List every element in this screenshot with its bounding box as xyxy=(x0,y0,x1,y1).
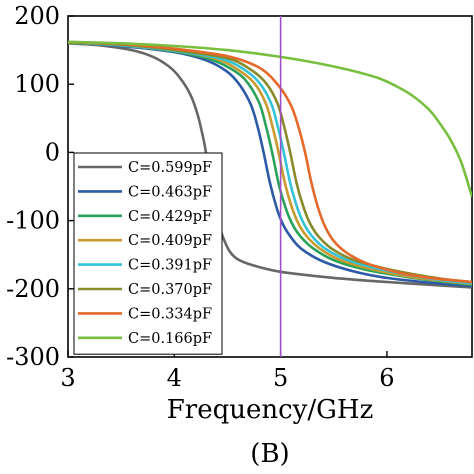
legend-label: C=0.599pF xyxy=(128,160,212,176)
legend-label: C=0.429pF xyxy=(128,209,212,225)
y-tick-label: -300 xyxy=(6,343,60,371)
x-tick-label: 6 xyxy=(379,364,394,392)
series-line-8 xyxy=(68,40,472,198)
legend-label: C=0.370pF xyxy=(128,282,212,298)
series-line-7 xyxy=(68,40,472,284)
series-line-5 xyxy=(68,41,472,285)
panel-label: (B) xyxy=(250,439,289,469)
legend-label: C=0.409pF xyxy=(128,233,212,249)
x-tick-label: 4 xyxy=(167,364,182,392)
plot-area-frame xyxy=(67,15,473,358)
series-line-3 xyxy=(68,41,472,286)
legend-label: C=0.391pF xyxy=(128,258,212,274)
legend-label: C=0.166pF xyxy=(128,331,212,347)
series-lines xyxy=(68,40,472,289)
y-tick-label: 200 xyxy=(14,2,60,30)
legend: C=0.599pF C=0.463pF C=0.429pF C=0.409pF C=0.… xyxy=(73,152,223,355)
legend-label: C=0.334pF xyxy=(128,306,212,322)
y-tick-label: 100 xyxy=(14,70,60,98)
y-tick-label: -200 xyxy=(6,275,60,303)
series-line-2 xyxy=(68,41,472,288)
legend-box xyxy=(73,152,223,355)
x-axis-label: Frequency/GHz xyxy=(167,395,374,425)
x-tick-label: 5 xyxy=(273,364,288,392)
y-tick-label: -100 xyxy=(6,207,60,235)
x-tick-label: 3 xyxy=(60,364,75,392)
legend-label: C=0.463pF xyxy=(128,184,212,200)
y-tick-label: 0 xyxy=(45,138,60,166)
